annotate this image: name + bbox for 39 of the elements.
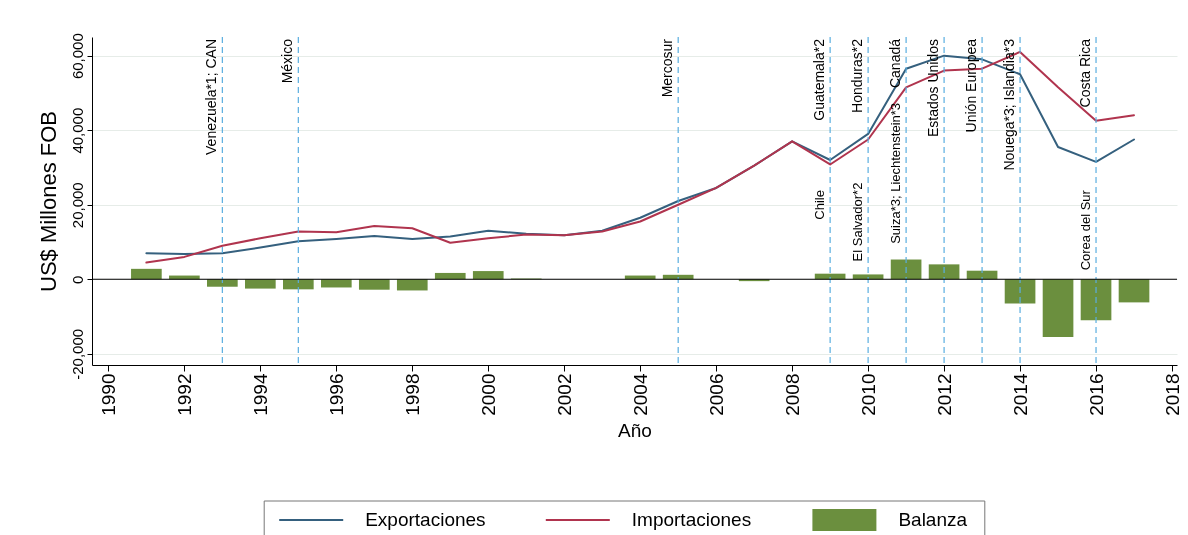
legend-label: Exportaciones xyxy=(365,509,486,530)
y-tick-label: 40,000 xyxy=(68,107,86,154)
ref-line-label: Nouega*3; Islandia*3 xyxy=(1001,38,1018,171)
x-tick-label: 2008 xyxy=(781,373,803,416)
x-tick-label: 2016 xyxy=(1085,373,1107,416)
x-tick-label: 2010 xyxy=(857,373,879,416)
ref-line-label: Estados Unidos xyxy=(925,39,942,138)
x-tick-label: 1998 xyxy=(401,373,423,416)
ref-line-label: México xyxy=(279,38,296,84)
ref-line-label: Unión Europea xyxy=(963,38,980,133)
ref-line-label: Venezuela*1; CAN xyxy=(203,39,220,155)
ref-line-label: Canadá xyxy=(887,38,904,89)
x-tick-label: 1996 xyxy=(325,373,347,416)
y-tick-label: -20,000 xyxy=(68,328,86,380)
legend-label: Balanza xyxy=(898,509,968,530)
annotation: Suiza*3; Liechtenstein*3 xyxy=(888,102,904,244)
y-tick-label: 0 xyxy=(68,275,86,284)
x-tick-label: 2012 xyxy=(933,373,955,416)
x-tick-label: 2000 xyxy=(477,373,499,416)
x-tick-label: 1992 xyxy=(173,373,195,416)
x-tick-label: 2018 xyxy=(1161,373,1183,416)
x-tick-label: 2004 xyxy=(629,373,651,416)
y-tick-label: 60,000 xyxy=(68,33,86,80)
annotation: Corea del Sur xyxy=(1078,189,1094,271)
annotation: Chile xyxy=(812,190,828,220)
x-axis-title: Año xyxy=(618,419,652,441)
ref-line-label: Honduras*2 xyxy=(849,38,866,113)
ref-line-label: Guatemala*2 xyxy=(811,38,828,121)
y-tick-label: 20,000 xyxy=(68,182,86,229)
y-axis-title: US$ Millones FOB xyxy=(35,111,61,292)
ref-line-label: Mercosur xyxy=(659,38,676,98)
x-tick-label: 2014 xyxy=(1009,373,1031,416)
x-tick-label: 2002 xyxy=(553,373,575,416)
x-tick-label: 1994 xyxy=(249,373,271,416)
x-tick-label: 1990 xyxy=(97,373,119,416)
x-tick-label: 2006 xyxy=(705,373,727,416)
annotation: El Salvador*2 xyxy=(850,182,866,262)
ref-line-label: Costa Rica xyxy=(1077,38,1094,108)
legend-label: Importaciones xyxy=(631,509,752,530)
